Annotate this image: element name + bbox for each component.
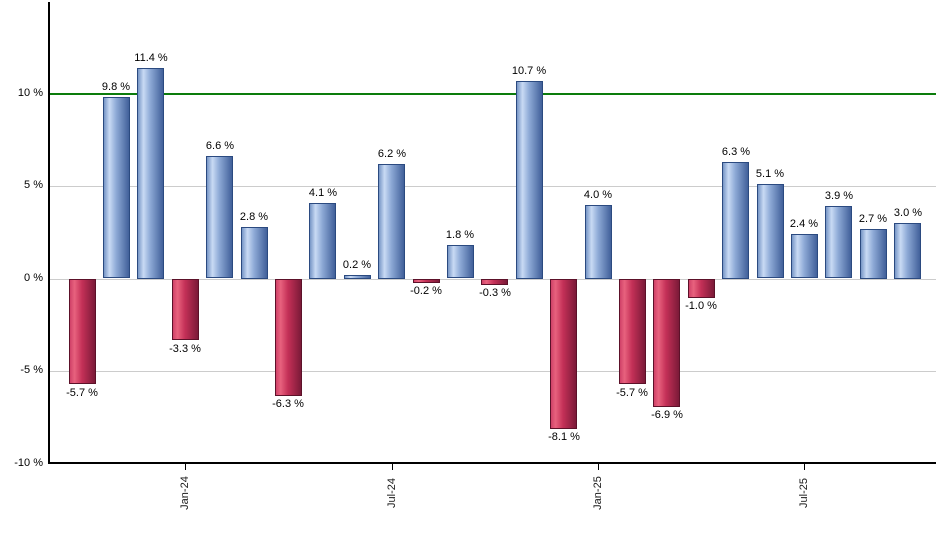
bar-value-label: 5.1 %	[755, 168, 785, 180]
bar-negative	[69, 279, 96, 384]
bar-negative	[413, 279, 440, 283]
bar-value-label: 4.0 %	[583, 189, 613, 201]
bar-positive	[516, 81, 543, 279]
gridline	[49, 186, 936, 187]
bar-negative	[275, 279, 302, 396]
x-axis-tick	[804, 464, 805, 470]
bar-positive	[447, 245, 474, 278]
bar-value-label: 11.4 %	[134, 52, 168, 64]
bar-negative	[653, 279, 680, 407]
y-axis-label: -10 %	[14, 457, 43, 469]
bar-value-label: 1.8 %	[445, 229, 475, 241]
x-axis-line	[48, 462, 936, 464]
bar-positive	[585, 205, 612, 279]
bar-value-label: 2.4 %	[789, 218, 819, 230]
y-axis-label: -5 %	[20, 364, 43, 376]
bar-negative	[619, 279, 646, 384]
bar-value-label: 3.0 %	[893, 207, 923, 219]
x-axis-tick-label-text: Jan-25	[592, 476, 604, 510]
bar-positive	[860, 229, 887, 279]
x-axis-tick-label: Jan-25	[591, 471, 605, 515]
bar-value-label: -0.3 %	[479, 287, 511, 299]
y-axis-label: 10 %	[17, 87, 43, 99]
bar-value-label: 4.1 %	[308, 187, 338, 199]
x-axis-tick	[185, 464, 186, 470]
bar-value-label: -6.3 %	[272, 398, 304, 410]
y-axis-label: 0 %	[24, 272, 43, 284]
bar-positive	[137, 68, 164, 279]
y-axis-line	[48, 2, 50, 464]
x-axis-tick-label-text: Jul-24	[386, 478, 398, 508]
x-axis-tick-label-text: Jul-25	[798, 478, 810, 508]
bar-value-label: 3.9 %	[824, 190, 854, 202]
x-axis-tick	[392, 464, 393, 470]
bar-positive	[757, 184, 784, 278]
x-axis-tick-label: Jul-25	[797, 471, 811, 515]
x-axis-tick-label: Jan-24	[178, 471, 192, 515]
bar-value-label: 10.7 %	[511, 65, 547, 77]
x-axis-tick-label-text: Jan-24	[179, 476, 191, 510]
bar-value-label: -5.7 %	[66, 387, 98, 399]
bar-value-label: 2.7 %	[858, 213, 888, 225]
bar-negative	[688, 279, 715, 298]
reference-line	[49, 93, 936, 95]
bar-value-label: -5.7 %	[616, 387, 648, 399]
bar-positive	[825, 206, 852, 278]
bar-negative	[550, 279, 577, 429]
bar-positive	[791, 234, 818, 278]
bar-value-label: -3.3 %	[169, 343, 201, 355]
gridline	[49, 371, 936, 372]
bar-value-label: 0.2 %	[342, 259, 372, 271]
y-axis-label: 5 %	[24, 179, 43, 191]
bar-value-label: -8.1 %	[548, 431, 580, 443]
bar-positive	[378, 164, 405, 279]
bar-value-label: -0.2 %	[410, 285, 442, 297]
x-axis-tick	[598, 464, 599, 470]
x-axis-tick-label: Jul-24	[385, 471, 399, 515]
bar-value-label: 9.8 %	[101, 81, 131, 93]
bar-value-label: -6.9 %	[651, 409, 683, 421]
bar-positive	[722, 162, 749, 279]
bar-value-label: 2.8 %	[239, 211, 269, 223]
bar-positive	[103, 97, 130, 278]
bar-positive	[309, 203, 336, 279]
bar-positive	[894, 223, 921, 279]
bar-value-label: 6.2 %	[377, 148, 407, 160]
bar-negative	[172, 279, 199, 340]
bar-value-label: -1.0 %	[685, 300, 717, 312]
bar-value-label: 6.3 %	[721, 146, 751, 158]
bar-positive	[241, 227, 268, 279]
bar-positive	[206, 156, 233, 278]
bar-positive	[344, 275, 371, 279]
bar-value-label: 6.6 %	[205, 140, 235, 152]
bar-negative	[481, 279, 508, 285]
